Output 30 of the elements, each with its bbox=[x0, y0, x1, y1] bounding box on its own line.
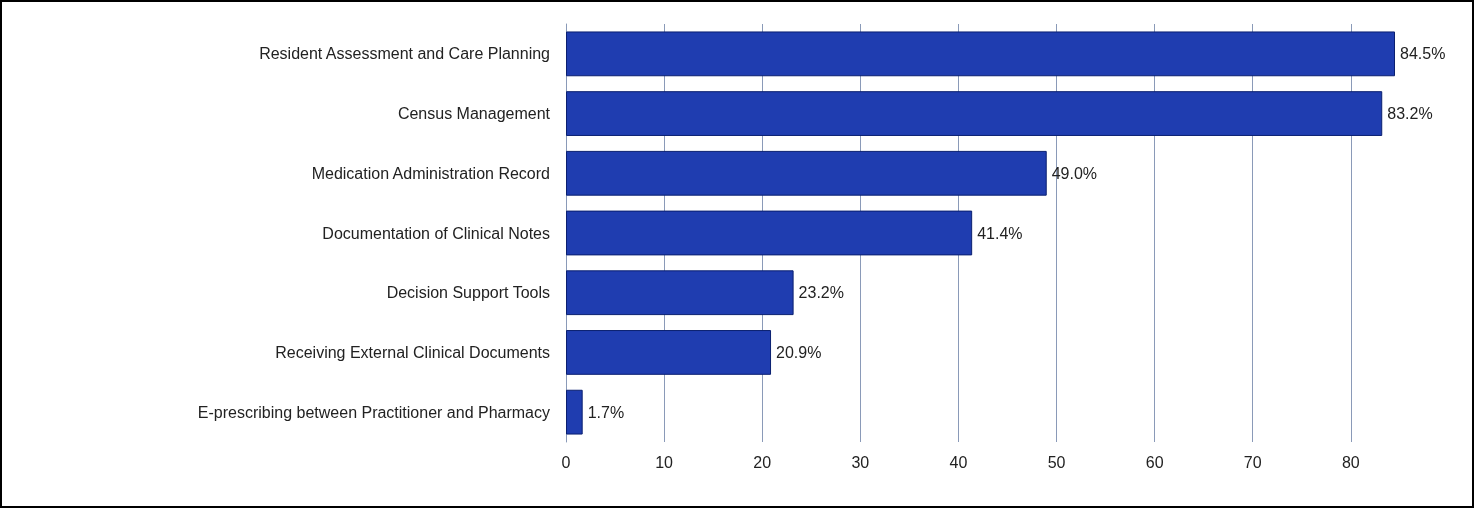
x-tick-label: 60 bbox=[1145, 453, 1164, 471]
data-label: 49.0% bbox=[1051, 164, 1098, 182]
x-tick-label: 80 bbox=[1341, 453, 1360, 471]
data-label: 84.5% bbox=[1400, 45, 1446, 63]
y-tick-label: E-prescribing between Practitioner and Pharmacy bbox=[197, 403, 550, 421]
y-tick-label: Decision Support Tools bbox=[386, 284, 550, 302]
y-tick-label: Resident Assessment and Care Planning bbox=[259, 45, 550, 63]
bar bbox=[566, 150, 1047, 196]
x-tick-label: 10 bbox=[655, 453, 674, 471]
x-tick-label: 0 bbox=[561, 453, 571, 471]
y-tick-label: Documentation of Clinical Notes bbox=[322, 224, 550, 242]
y-tick-label: Census Management bbox=[397, 105, 551, 123]
x-tick-label: 30 bbox=[851, 453, 870, 471]
bar bbox=[566, 91, 1383, 136]
x-tick-label: 40 bbox=[949, 453, 968, 471]
data-label: 23.2% bbox=[798, 284, 844, 302]
y-tick-label: Receiving External Clinical Documents bbox=[275, 343, 550, 361]
data-label: 83.2% bbox=[1387, 105, 1433, 123]
x-tick-label: 20 bbox=[753, 453, 772, 471]
bar bbox=[566, 270, 794, 316]
data-label: 41.4% bbox=[977, 224, 1023, 242]
y-tick-label: Medication Administration Record bbox=[311, 164, 550, 182]
bar bbox=[566, 210, 973, 256]
x-tick-label: 50 bbox=[1047, 453, 1066, 471]
bar bbox=[566, 330, 772, 375]
bar bbox=[566, 389, 583, 435]
bar bbox=[566, 31, 1395, 77]
x-tick-label: 70 bbox=[1243, 453, 1262, 471]
data-label: 1.7% bbox=[587, 403, 625, 421]
data-label: 20.9% bbox=[776, 343, 822, 361]
